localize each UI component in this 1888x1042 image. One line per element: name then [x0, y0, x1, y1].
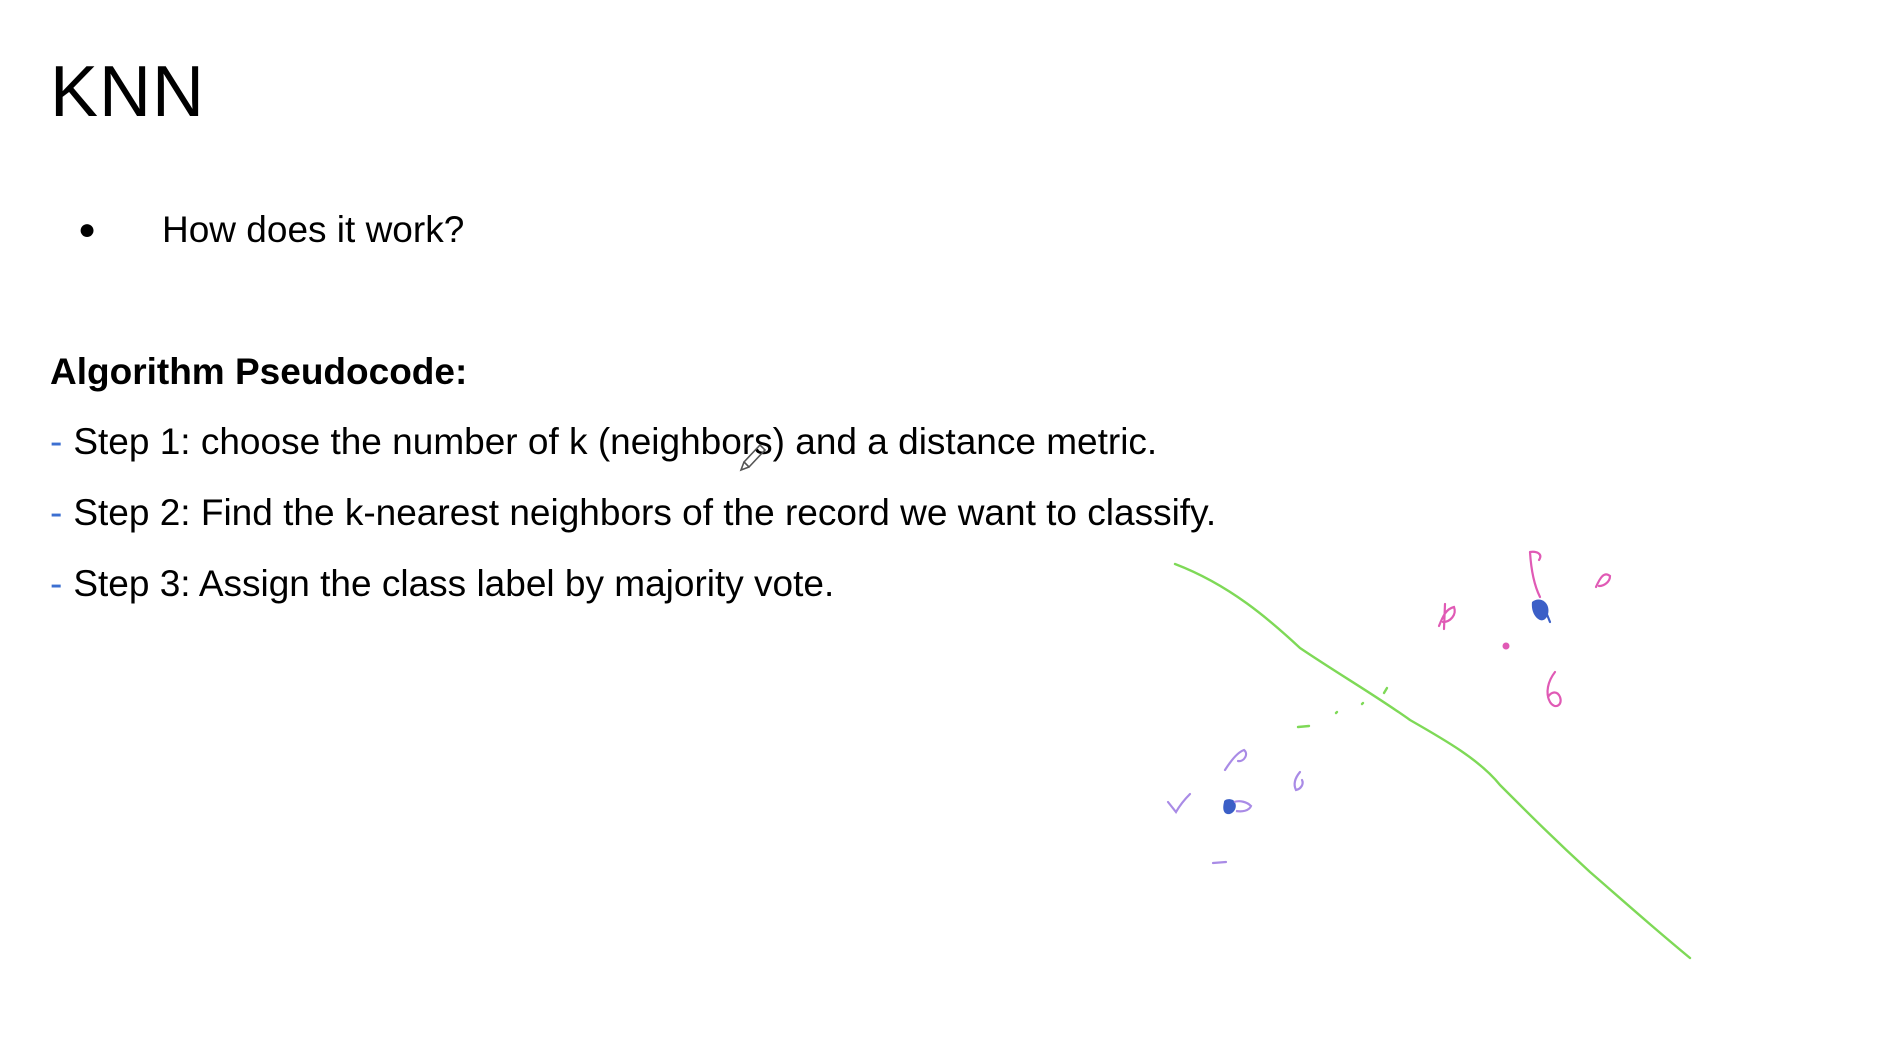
- class-b-points: [1166, 748, 1304, 865]
- step-text: Step 2: Find the k-nearest neighbors of …: [73, 492, 1217, 533]
- steps-list: - Step 1: choose the number of k (neighbo…: [50, 420, 1216, 633]
- query-points: [1223, 599, 1552, 815]
- bullet-marker: ●: [78, 213, 97, 246]
- step-dash: -: [50, 492, 63, 533]
- boundary-dashes: [1296, 686, 1389, 729]
- step-item: - Step 2: Find the k-nearest neighbors of…: [50, 491, 1216, 535]
- step-item: - Step 3: Assign the class label by major…: [50, 562, 1216, 606]
- boundary-line: [1173, 562, 1692, 960]
- step-dash: -: [50, 563, 63, 604]
- step-text: Step 3: Assign the class label by majori…: [73, 563, 835, 604]
- bullet-item: ● How does it work?: [78, 208, 464, 252]
- pseudocode-heading: Algorithm Pseudocode:: [50, 351, 468, 392]
- step-item: - Step 1: choose the number of k (neighbo…: [50, 420, 1216, 464]
- slide-title: KNN: [50, 52, 206, 132]
- pen-cursor-icon: [739, 443, 767, 472]
- bullet-text: How does it work?: [162, 209, 465, 250]
- step-text: Step 1: choose the number of k (neighbor…: [73, 421, 1158, 462]
- step-dash: -: [50, 421, 63, 462]
- class-a-points: [1437, 550, 1612, 708]
